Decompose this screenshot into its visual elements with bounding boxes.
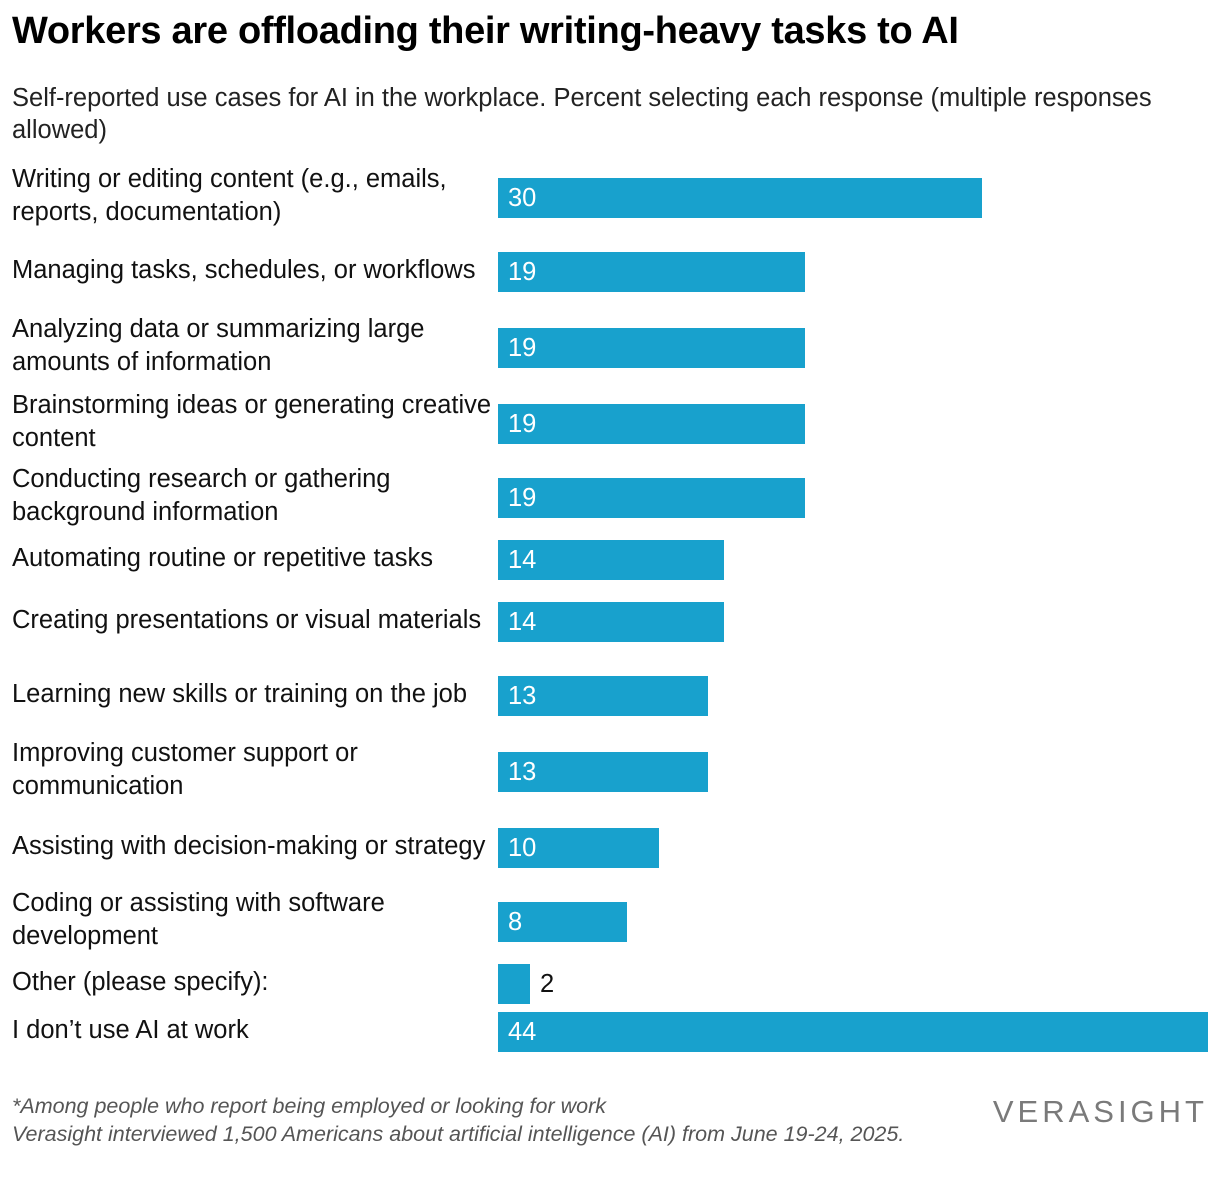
- category-label: Conducting research or gathering backgro…: [12, 465, 391, 526]
- bar: [498, 252, 805, 292]
- bar: [498, 828, 659, 868]
- bar-chart: Writing or editing content (e.g., emails…: [0, 160, 1220, 1060]
- chart-subtitle: Self-reported use cases for AI in the wo…: [12, 84, 1152, 144]
- category-label: Improving customer support or communicat…: [12, 739, 358, 800]
- bar-value-label: 13: [508, 758, 537, 786]
- bar-value-label: 19: [508, 334, 537, 362]
- bar: [498, 404, 805, 444]
- bar-value-label: 19: [508, 410, 537, 438]
- category-label: Coding or assisting with software develo…: [12, 889, 385, 950]
- verasight-logo: VERASIGHT: [992, 1094, 1208, 1129]
- bar: [498, 540, 724, 580]
- bar: [498, 676, 708, 716]
- category-label: Creating presentations or visual materia…: [12, 605, 482, 634]
- category-label: Managing tasks, schedules, or workflows: [12, 255, 476, 284]
- bar: [498, 602, 724, 642]
- category-label: Learning new skills or training on the j…: [12, 679, 468, 708]
- bar-value-label: 8: [508, 908, 523, 936]
- bar: [498, 478, 805, 518]
- bar: [498, 902, 627, 942]
- bar: [498, 1012, 1208, 1052]
- chart-title: Workers are offloading their writing-hea…: [12, 10, 959, 52]
- footnote: *Among people who report being employed …: [12, 1092, 952, 1148]
- category-label: Assisting with decision-making or strate…: [12, 831, 486, 860]
- category-label: I don’t use AI at work: [12, 1015, 249, 1044]
- bar-value-label: 44: [508, 1018, 537, 1046]
- footnote-source: Verasight interviewed 1,500 Americans ab…: [12, 1122, 905, 1146]
- bar: [498, 178, 982, 218]
- footnote-note: *Among people who report being employed …: [12, 1094, 606, 1118]
- category-label: Brainstorming ideas or generating creati…: [12, 391, 492, 452]
- bar-value-label: 2: [540, 970, 555, 998]
- bar-value-label: 14: [508, 546, 537, 574]
- bar-value-label: 14: [508, 608, 537, 636]
- bar-value-label: 13: [508, 682, 537, 710]
- bar-value-label: 10: [508, 834, 537, 862]
- category-label: Writing or editing content (e.g., emails…: [12, 165, 447, 226]
- bar-value-label: 19: [508, 484, 537, 512]
- bar-value-label: 19: [508, 258, 537, 286]
- category-label: Analyzing data or summarizing large amou…: [12, 315, 425, 376]
- category-label: Other (please specify):: [12, 967, 269, 996]
- category-label: Automating routine or repetitive tasks: [12, 543, 433, 572]
- bar-value-label: 30: [508, 184, 537, 212]
- bar: [498, 328, 805, 368]
- bar: [498, 964, 530, 1004]
- bar: [498, 752, 708, 792]
